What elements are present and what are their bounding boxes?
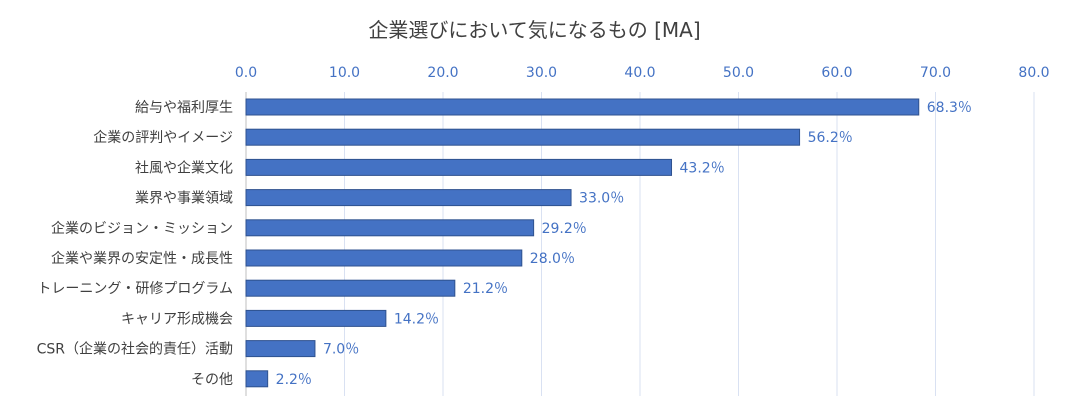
category-label: キャリア形成機会 [121, 311, 233, 327]
x-tick-label: 60.0 [821, 65, 852, 81]
chart-title: 企業選びにおいて気になるもの [MA] [368, 18, 701, 42]
bar [245, 249, 523, 267]
bar [245, 128, 801, 146]
category-label: 給与や福利厚生 [135, 100, 233, 116]
bar [245, 279, 456, 297]
bar [245, 98, 920, 116]
data-label: 29.2％ [542, 221, 587, 237]
data-label: 33.0％ [579, 191, 624, 207]
x-tick-label: 40.0 [624, 65, 655, 81]
x-tick-label: 0.0 [235, 65, 257, 81]
data-label: 14.2％ [394, 311, 439, 327]
x-tick-label: 30.0 [526, 65, 557, 81]
x-tick-label: 10.0 [329, 65, 360, 81]
data-label: 56.2％ [808, 130, 853, 146]
x-tick-label: 50.0 [723, 65, 754, 81]
data-label: 28.0％ [530, 251, 575, 267]
bar [245, 340, 316, 358]
bar [245, 370, 269, 388]
category-label: 企業の評判やイメージ [93, 129, 233, 146]
data-label: 68.3％ [927, 100, 972, 116]
category-label: 業界や事業領域 [135, 190, 233, 207]
x-tick-label: 20.0 [427, 65, 458, 81]
bar [245, 219, 535, 237]
category-label: その他 [191, 372, 233, 388]
data-label: 43.2％ [680, 160, 725, 176]
category-label: CSR（企業の社会的責任）活動 [37, 341, 233, 358]
data-label: 7.0％ [323, 342, 359, 358]
bar [245, 158, 673, 176]
category-label: トレーニング・研修プログラム [37, 281, 233, 297]
bar [245, 189, 572, 207]
category-label: 企業のビジョン・ミッション [51, 220, 233, 237]
data-label: 2.2％ [276, 372, 312, 388]
x-tick-label: 80.0 [1018, 65, 1049, 81]
category-label: 社風や企業文化 [135, 159, 233, 176]
data-label: 21.2％ [463, 281, 508, 297]
category-label: 企業や業界の安定性・成長性 [51, 250, 233, 267]
bar [245, 309, 387, 327]
x-tick-label: 70.0 [920, 65, 951, 81]
